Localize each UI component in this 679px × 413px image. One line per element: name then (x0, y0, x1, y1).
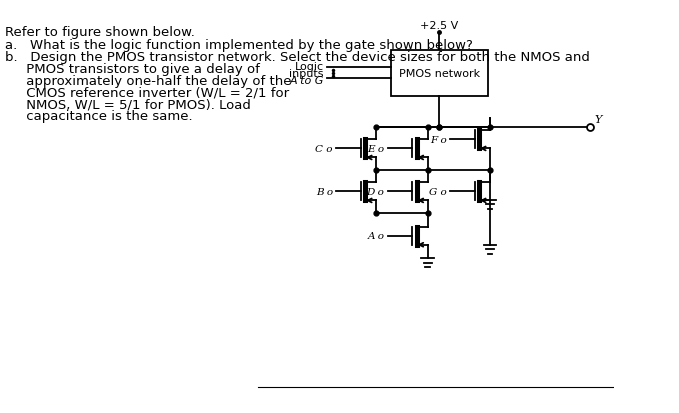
Text: a.   What is the logic function implemented by the gate shown below?: a. What is the logic function implemente… (5, 38, 473, 52)
Text: inputs: inputs (289, 69, 324, 79)
Text: E o: E o (367, 145, 384, 154)
Text: F o: F o (430, 135, 447, 145)
Text: b.   Design the PMOS transistor network. Select the device sizes for both the NM: b. Design the PMOS transistor network. S… (5, 51, 590, 64)
Text: CMOS reference inverter (W/L = 2/1 for: CMOS reference inverter (W/L = 2/1 for (5, 86, 289, 100)
Text: PMOS transistors to give a delay of: PMOS transistors to give a delay of (5, 63, 260, 76)
Bar (390, 51, 488, 96)
Text: B o: B o (316, 188, 333, 197)
Text: A o: A o (367, 232, 384, 241)
Text: Y: Y (594, 115, 602, 125)
Text: Refer to figure shown below.: Refer to figure shown below. (5, 26, 196, 39)
Text: approximately one-half the delay of the: approximately one-half the delay of the (5, 75, 292, 88)
Text: PMOS network: PMOS network (399, 69, 480, 79)
Text: D o: D o (367, 188, 384, 197)
Text: Logic: Logic (295, 62, 324, 71)
Text: capacitance is the same.: capacitance is the same. (5, 110, 193, 123)
Text: NMOS, W/L = 5/1 for PMOS). Load: NMOS, W/L = 5/1 for PMOS). Load (5, 98, 251, 111)
Text: C o: C o (315, 145, 333, 154)
Text: A to G: A to G (289, 76, 324, 86)
Text: G o: G o (429, 188, 447, 197)
Text: +2.5 V: +2.5 V (420, 21, 458, 31)
